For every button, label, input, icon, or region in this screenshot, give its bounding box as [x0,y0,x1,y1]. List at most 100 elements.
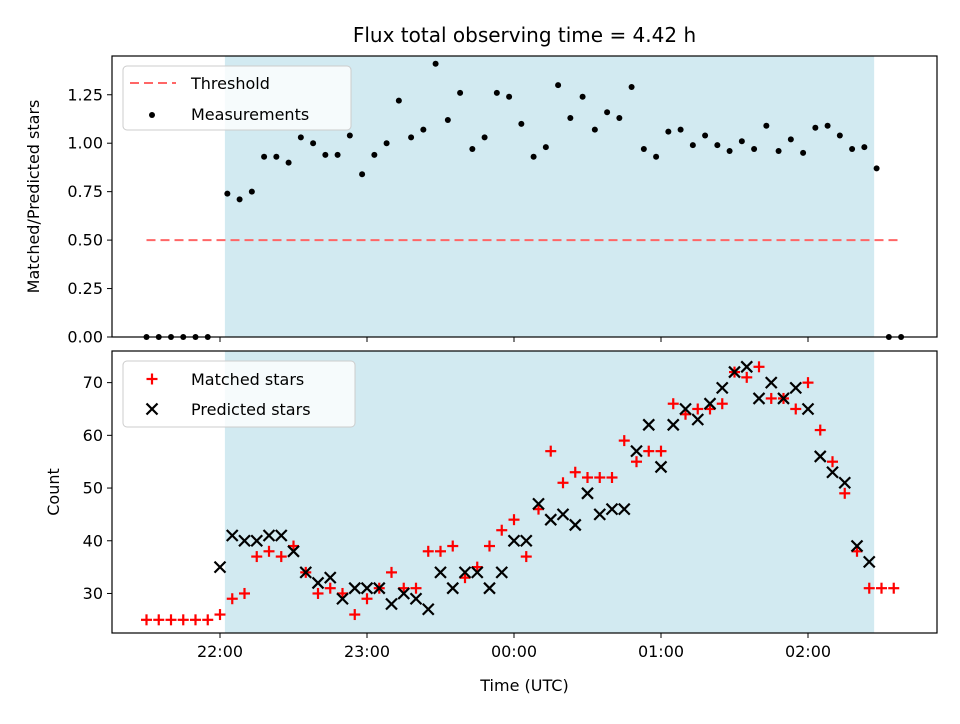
predicted-star-point [838,476,852,490]
measurement-point [457,89,464,96]
predicted-star-point [715,381,729,395]
matched-star-point [435,545,446,557]
measurement-point [604,109,611,116]
matched-star-point [337,587,348,599]
matched-star-point [839,487,851,499]
measurement-point [261,153,268,160]
measurement-point [640,146,647,153]
matched-star-point [827,456,838,468]
matched-star-point [214,609,226,621]
predicted-star-point [495,566,509,579]
measurement-point [824,122,831,129]
predicted-star-point [789,381,803,395]
matched-star-point [349,609,361,621]
predicted-star-point [470,566,484,579]
predicted-star-point [679,402,692,416]
legend-measurements-swatch [149,112,155,118]
matched-star-point [275,551,287,563]
measurement-point [665,128,672,135]
matched-star-point [165,614,177,626]
matched-star-point [631,456,642,468]
measurement-point [726,147,733,154]
matched-star-point [459,572,471,584]
predicted-star-point [507,534,521,548]
bottom-ytick-label: 70 [83,373,103,392]
measurement-point [567,115,574,122]
measurement-point [702,132,709,139]
measurement-point [518,120,525,127]
predicted-star-point [238,534,251,548]
predicted-star-point [630,444,643,458]
bottom-yticks-layer: 30 40 50 60 70 [83,373,112,603]
predicted-star-point [446,581,460,595]
predicted-star-point [434,566,447,579]
predicted-star-point [385,597,398,611]
bottom-ytick-label: 30 [83,584,103,603]
matched-star-point [471,561,483,573]
matched-star-point [716,398,728,410]
measurement-point [248,188,255,195]
measurement-point [273,153,280,160]
predicted-star-point [691,413,705,426]
measurement-point [444,116,451,123]
top-ytick-label: 1.25 [67,85,103,104]
legend-measurements-label: Measurements [191,105,309,124]
matched-star-point [790,403,802,415]
bottom-xticks-layer: 22:00 23:00 00:00 01:00 02:00 [197,633,831,661]
predicted-star-point [813,450,827,463]
matched-star-point [410,582,422,594]
measurement-point [334,151,341,158]
matched-star-point [422,545,434,557]
predicted-star-point [752,392,766,405]
matched-star-point [741,371,753,383]
predicted-star-point [274,529,288,542]
measurement-point [555,82,562,89]
matched-star-point [557,477,569,489]
predicted-star-point [409,592,423,606]
matched-star-point [177,614,189,626]
matched-star-point [533,503,544,515]
measurement-point [591,126,598,133]
predicted-star-point [764,376,778,389]
measurement-point [579,93,586,100]
predicted-star-point [519,534,533,548]
matched-star-point [643,445,655,457]
measurement-point [530,153,537,160]
measurement-point [787,136,794,143]
matched-star-point [569,466,581,478]
predicted-star-point [250,534,264,548]
matched-star-point [814,424,826,436]
predicted-star-point [544,513,558,526]
measurement-point [542,144,549,151]
measurement-point [506,93,513,100]
measurement-point [689,142,696,149]
predicted-star-point [213,560,227,574]
predicted-star-point [225,529,239,542]
measurement-point [383,140,390,147]
matched-star-point [447,540,459,552]
measurement-point [285,159,292,166]
bottom-ytick-label: 60 [83,426,103,445]
matched-star-point [802,377,814,389]
predicted-star-point [826,465,839,479]
measurement-point [873,165,880,172]
matched-star-point [667,398,679,410]
predicted-star-point [360,581,374,595]
top-ytick-label: 1.00 [67,134,103,153]
predicted-star-point [568,518,582,532]
top-legend: Threshold Measurements [122,65,352,131]
measurement-point [481,134,488,141]
measurement-point [420,126,427,133]
matched-star-point [655,445,667,457]
legend-box [122,360,356,428]
measurement-point [861,144,868,151]
measurement-point [812,124,819,131]
top-plot-panel: 0.00 0.25 0.50 0.75 1.00 1.25 Flux total obse… [24,23,938,347]
legend-matched-swatch [146,373,158,385]
xtick-label: 22:00 [197,642,243,661]
predicted-star-point [299,566,313,579]
xtick-label: 01:00 [638,642,684,661]
matched-star-point [876,582,887,594]
measurement-point [371,151,378,158]
